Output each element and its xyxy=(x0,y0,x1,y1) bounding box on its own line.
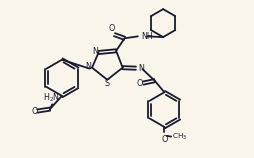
Text: O: O xyxy=(31,106,37,115)
Text: CH$_3$: CH$_3$ xyxy=(172,132,187,142)
Text: O: O xyxy=(161,135,168,144)
Text: N: N xyxy=(138,64,144,73)
Text: N: N xyxy=(85,62,91,71)
Text: S: S xyxy=(105,79,110,88)
Text: O: O xyxy=(109,24,115,33)
Text: O: O xyxy=(137,79,143,88)
Text: NH: NH xyxy=(141,32,153,41)
Text: N: N xyxy=(92,47,98,56)
Text: H$_2$N: H$_2$N xyxy=(43,91,60,104)
